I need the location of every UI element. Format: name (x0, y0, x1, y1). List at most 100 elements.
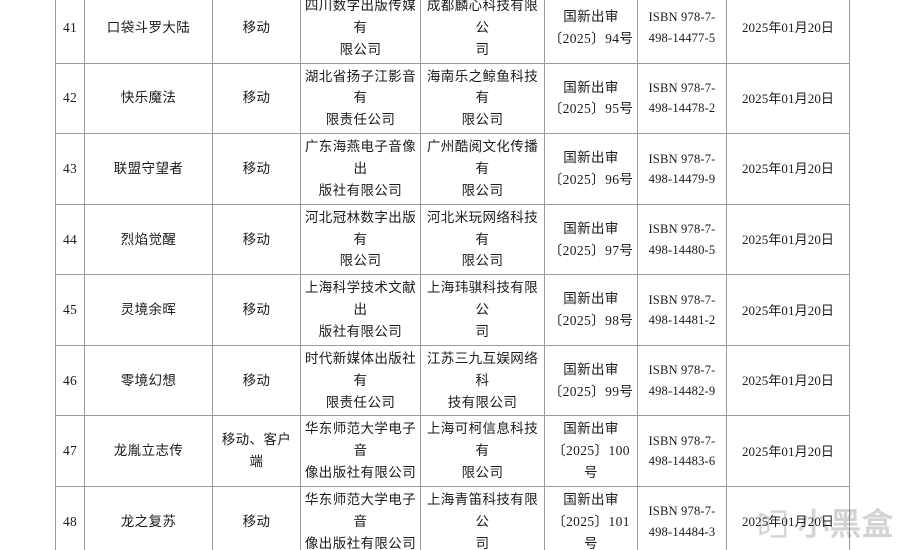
approval-number-cell-line: 〔2025〕95号 (548, 101, 634, 117)
operator-cell: 广州酷阅文化传播有限公司 (420, 133, 545, 205)
platform-cell-line: 移动、客户端 (221, 432, 292, 470)
game-title-cell: 烈焰觉醒 (84, 203, 213, 276)
platform-cell: 移动 (212, 274, 301, 346)
operator-cell-line: 江苏三九互娱网络科 (426, 350, 539, 388)
publish-date-cell-line: 2025年01月20日 (741, 514, 835, 530)
game-title-cell: 龙胤立志传 (84, 415, 213, 488)
isbn-cell: ISBN 978-7- 498-14479-9 (637, 133, 727, 205)
game-title-cell-line: 快乐魔法 (120, 90, 177, 106)
publish-date-cell: 2025年01月20日 (726, 486, 850, 550)
publisher-cell-line: 版社有限公司 (318, 182, 403, 198)
approval-number-cell-line: 国新出审 (563, 8, 619, 24)
approval-table-container: 41 口袋斗罗大陆 移动 四川数字出版传媒有 限公司 成都麟心科技有限公司国新出审 〔202… (55, 0, 850, 550)
table-row: 47 龙胤立志传 移动、客户端 华东师范大学电子音 像出版社有限公司 上海可柯信息科技有限… (55, 415, 850, 488)
publisher-cell-line: 限公司 (339, 41, 382, 57)
operator-cell-line: 限公司 (461, 253, 504, 269)
row-index-cell-line: 46 (63, 372, 77, 388)
approval-number-cell: 国新出审 〔2025〕97号 (544, 203, 638, 276)
platform-cell: 移动 (212, 203, 301, 276)
isbn-cell: ISBN 978-7- 498-14477-5 (637, 0, 727, 64)
approval-number-cell: 国新出审 〔2025〕99号 (544, 344, 638, 417)
publisher-cell-line: 版社有限公司 (318, 324, 403, 340)
operator-cell: 上海玮骐科技有限公司 (420, 274, 545, 346)
row-index-cell: 42 (55, 62, 85, 135)
isbn-cell: ISBN 978-7- 498-14481-2 (637, 274, 727, 346)
approval-number-cell-line: 〔2025〕96号 (548, 171, 634, 187)
isbn-cell-line: 498-14483-6 (648, 454, 716, 469)
row-index-cell: 47 (55, 415, 85, 488)
row-index-cell-line: 48 (63, 513, 77, 529)
publisher-cell: 上海科学技术文献出 版社有限公司 (300, 274, 421, 346)
row-index-cell-line: 44 (63, 231, 77, 247)
publisher-cell: 河北冠林数字出版有 限公司 (300, 203, 421, 276)
publish-date-cell: 2025年01月20日 (726, 415, 850, 488)
isbn-cell-line: 498-14477-5 (648, 30, 716, 45)
isbn-cell-line: ISBN 978-7- (648, 10, 716, 25)
isbn-cell-line: ISBN 978-7- (648, 80, 716, 95)
platform-cell-line: 移动 (242, 231, 271, 247)
approval-number-cell-line: 国新出审 (563, 79, 619, 95)
platform-cell: 移动 (212, 0, 301, 64)
publisher-cell-line: 像出版社有限公司 (304, 535, 417, 550)
isbn-cell-line: 498-14480-5 (648, 242, 716, 257)
platform-cell-line: 移动 (242, 161, 271, 177)
platform-cell: 移动 (212, 62, 301, 135)
isbn-cell-line: 498-14478-2 (648, 101, 716, 116)
approval-number-cell: 国新出审 〔2025〕100号 (544, 415, 638, 488)
isbn-cell: ISBN 978-7- 498-14484-3 (637, 486, 727, 550)
platform-cell-line: 移动 (242, 302, 271, 318)
approval-number-cell-line: 国新出审 (563, 220, 619, 236)
publisher-cell: 时代新媒体出版社有 限责任公司 (300, 344, 421, 417)
game-title-cell-line: 灵境余晖 (120, 302, 177, 318)
approval-number-cell: 国新出审 〔2025〕98号 (544, 274, 638, 346)
operator-cell: 成都麟心科技有限公司 (420, 0, 545, 64)
isbn-cell-line: 498-14479-9 (648, 171, 716, 186)
isbn-cell-line: ISBN 978-7- (648, 504, 716, 519)
platform-cell-line: 移动 (242, 372, 271, 388)
isbn-cell: ISBN 978-7- 498-14478-2 (637, 62, 727, 135)
approval-number-cell-line: 国新出审 (563, 291, 619, 307)
publish-date-cell-line: 2025年01月20日 (741, 373, 835, 389)
publish-date-cell-line: 2025年01月20日 (741, 443, 835, 459)
approval-number-cell-line: 〔2025〕101号 (552, 513, 630, 550)
table-row: 46 零境幻想 移动 时代新媒体出版社有 限责任公司 江苏三九互娱网络科 技有限公司 国新出审… (55, 344, 850, 417)
platform-cell: 移动 (212, 486, 301, 550)
publish-date-cell-line: 2025年01月20日 (741, 161, 835, 177)
row-index-cell: 44 (55, 203, 85, 276)
game-title-cell-line: 龙之复苏 (120, 513, 177, 529)
platform-cell-line: 移动 (242, 90, 271, 106)
row-index-cell-line: 45 (63, 302, 77, 318)
operator-cell-line: 司 (475, 324, 490, 340)
approval-number-cell-line: 国新出审 (563, 150, 619, 166)
operator-cell-line: 广州酷阅文化传播有 (426, 139, 539, 177)
operator-cell-line: 海南乐之鲸鱼科技有 (426, 68, 539, 106)
row-index-cell: 46 (55, 344, 85, 417)
publisher-cell-line: 四川数字出版传媒有 (304, 0, 417, 35)
game-approval-table: 41 口袋斗罗大陆 移动 四川数字出版传媒有 限公司 成都麟心科技有限公司国新出审 〔202… (55, 0, 850, 550)
row-index-cell-line: 41 (63, 19, 77, 35)
isbn-cell-line: ISBN 978-7- (648, 433, 716, 448)
approval-number-cell: 国新出审〔2025〕95号 (544, 62, 638, 135)
operator-cell-line: 技有限公司 (447, 394, 518, 410)
operator-cell-line: 上海青笛科技有限公 (426, 492, 539, 529)
table-row: 48 龙之复苏 移动 华东师范大学电子音 像出版社有限公司 上海青笛科技有限公司国新出审〔… (55, 486, 850, 550)
publish-date-cell-line: 2025年01月20日 (741, 302, 835, 318)
approval-number-cell-line: 国新出审 (563, 421, 619, 437)
game-title-cell-line: 联盟守望者 (113, 161, 184, 177)
game-title-cell-line: 烈焰觉醒 (120, 231, 177, 247)
operator-cell: 河北米玩网络科技有 限公司 (420, 203, 545, 276)
publisher-cell-line: 河北冠林数字出版有 (304, 209, 417, 247)
isbn-cell-line: 498-14481-2 (648, 313, 716, 328)
platform-cell: 移动 (212, 344, 301, 417)
game-title-cell-line: 口袋斗罗大陆 (106, 19, 191, 35)
publisher-cell: 华东师范大学电子音 像出版社有限公司 (300, 415, 421, 488)
approval-number-cell: 国新出审 〔2025〕101号 (544, 486, 638, 550)
isbn-cell: ISBN 978-7- 498-14482-9 (637, 344, 727, 417)
row-index-cell: 48 (55, 486, 85, 550)
platform-cell: 移动、客户端 (212, 415, 301, 488)
publish-date-cell: 2025年01月20日 (726, 203, 850, 276)
publisher-cell: 湖北省扬子江影音有 限责任公司 (300, 62, 421, 135)
row-index-cell-line: 42 (63, 90, 77, 106)
operator-cell-line: 限公司 (461, 182, 504, 198)
table-row: 43 联盟守望者 移动 广东海燕电子音像出 版社有限公司 广州酷阅文化传播有 限公司 国新出审… (55, 133, 850, 205)
